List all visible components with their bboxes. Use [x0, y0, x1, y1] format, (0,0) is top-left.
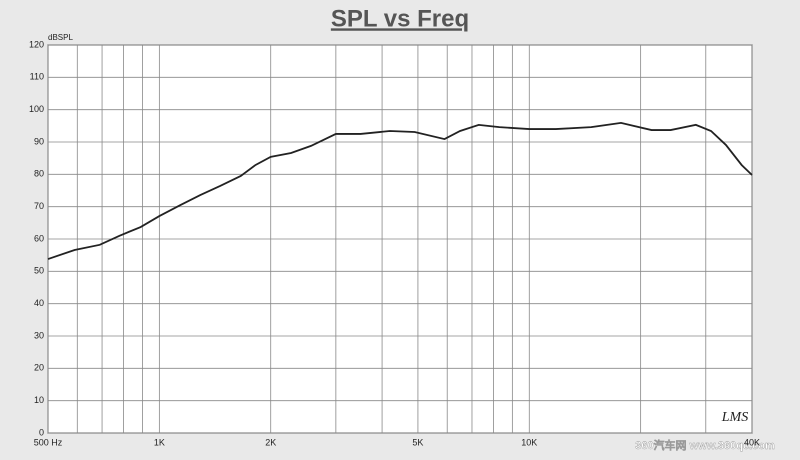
y-tick-label: 50 — [34, 266, 44, 276]
y-tick-label: 70 — [34, 201, 44, 211]
y-tick-label: 30 — [34, 330, 44, 340]
y-tick-label: 40 — [34, 298, 44, 308]
y-tick-label: 90 — [34, 136, 44, 146]
x-tick-label: 5K — [412, 437, 423, 447]
x-tick-label: 1K — [154, 437, 165, 447]
x-tick-label: 10K — [521, 437, 537, 447]
y-tick-label: 120 — [29, 39, 44, 49]
y-tick-label: 80 — [34, 169, 44, 179]
x-tick-label: 500 Hz — [34, 437, 63, 447]
x-tick-label: 2K — [265, 437, 276, 447]
y-tick-label: 0 — [39, 427, 44, 437]
y-tick-label: 20 — [34, 363, 44, 373]
logo: LMS — [721, 410, 748, 425]
spl-line — [47, 122, 753, 260]
y-tick-label: 110 — [30, 72, 44, 82]
chart-title: SPL vs Freq — [331, 5, 469, 32]
y-tick-label: 100 — [29, 104, 44, 114]
y-axis-label: dBSPL — [48, 33, 73, 42]
watermark: 360汽车网 www.360qc.com — [635, 438, 775, 452]
y-tick-label: 10 — [34, 395, 44, 405]
x-tick-label: 40K — [744, 437, 760, 447]
y-tick-label: 60 — [34, 233, 44, 243]
